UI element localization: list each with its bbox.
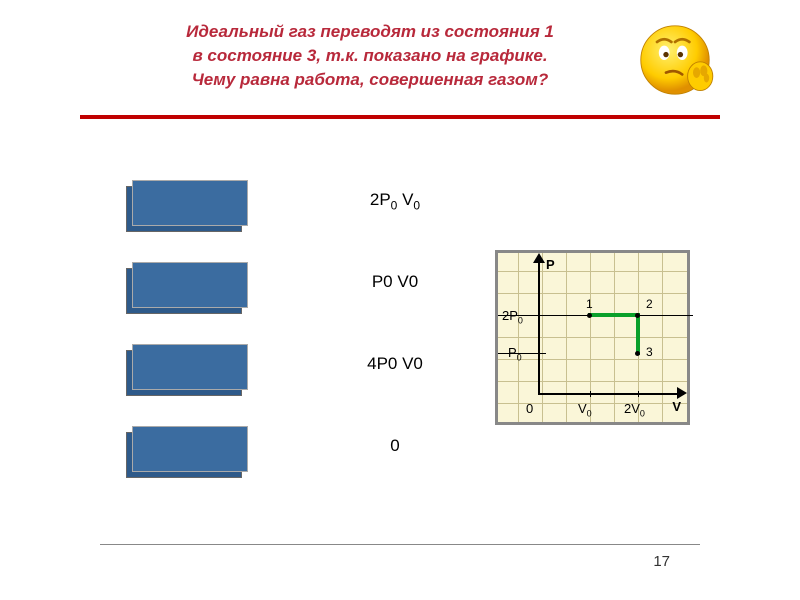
footer-divider bbox=[100, 544, 700, 545]
pv-diagram: P V 0 2P0 P0 V0 2V0 1 2 3 bbox=[495, 250, 690, 425]
title-line-1: Идеальный газ переводят из состояния 1 bbox=[130, 20, 610, 44]
option-button-b[interactable] bbox=[130, 262, 250, 310]
option-button-a[interactable] bbox=[130, 180, 250, 228]
question-title: Идеальный газ переводят из состояния 1 в… bbox=[130, 20, 610, 91]
y-tick-2p0: 2P0 bbox=[502, 308, 523, 326]
y-axis-label: P bbox=[546, 257, 555, 272]
title-underline bbox=[80, 115, 720, 119]
answer-labels-column: 2P0 V0 P0 V0 4P0 V0 0 bbox=[320, 190, 470, 518]
answer-buttons-column bbox=[130, 180, 260, 508]
x-tick-v0: V0 bbox=[578, 401, 592, 419]
option-button-c[interactable] bbox=[130, 344, 250, 392]
option-button-d[interactable] bbox=[130, 426, 250, 474]
x-tick-2v0: 2V0 bbox=[624, 401, 645, 419]
x-axis-label: V bbox=[672, 399, 681, 414]
point-3-label: 3 bbox=[646, 345, 653, 359]
title-line-3: Чему равна работа, совершенная газом? bbox=[130, 68, 610, 92]
thinking-emoji-icon bbox=[630, 15, 720, 105]
title-line-2: в состояние 3, т.к. показано на графике. bbox=[130, 44, 610, 68]
y-tick-p0: P0 bbox=[508, 345, 522, 363]
answer-d: 0 bbox=[320, 436, 470, 518]
answer-b: P0 V0 bbox=[320, 272, 470, 354]
answer-a: 2P0 V0 bbox=[320, 190, 470, 272]
point-2-label: 2 bbox=[646, 297, 653, 311]
page-number: 17 bbox=[653, 553, 670, 570]
answer-c: 4P0 V0 bbox=[320, 354, 470, 436]
point-1-label: 1 bbox=[586, 297, 593, 311]
origin-label: 0 bbox=[526, 401, 533, 416]
